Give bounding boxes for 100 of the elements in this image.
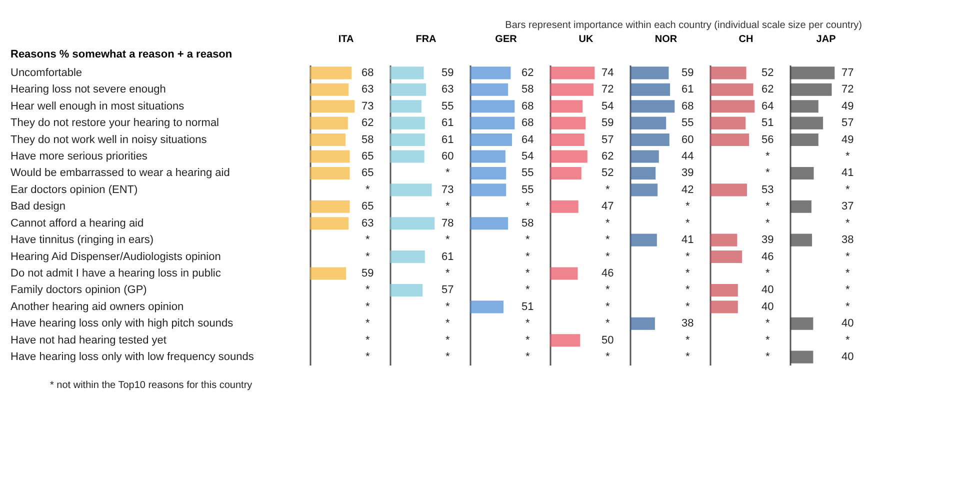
bar bbox=[630, 150, 659, 163]
bar bbox=[310, 100, 355, 113]
y-tick-label: Have hearing loss only with low frequency sounds bbox=[10, 351, 254, 364]
data-label: 54 bbox=[601, 100, 614, 112]
text: * bbox=[445, 167, 450, 180]
text: * bbox=[365, 318, 370, 330]
data-label: 72 bbox=[841, 84, 854, 96]
bar bbox=[630, 116, 666, 130]
bar bbox=[470, 217, 508, 230]
data-label: 61 bbox=[681, 84, 694, 96]
bar bbox=[470, 134, 512, 146]
text: * bbox=[765, 318, 770, 330]
data-label: 55 bbox=[521, 184, 534, 196]
bar bbox=[710, 100, 755, 113]
text: * bbox=[765, 267, 770, 280]
data-label: 62 bbox=[601, 150, 614, 163]
text: * bbox=[685, 300, 690, 313]
bar bbox=[470, 300, 504, 314]
bar bbox=[310, 134, 346, 146]
text: * bbox=[605, 318, 610, 330]
text: * bbox=[685, 200, 690, 213]
y-tick-label: Have not had hearing tested yet bbox=[10, 334, 166, 346]
data-label: 63 bbox=[441, 84, 454, 96]
text: * bbox=[765, 167, 770, 180]
bar bbox=[310, 200, 350, 213]
text: * bbox=[765, 150, 770, 163]
data-label: 53 bbox=[761, 184, 774, 196]
text: * bbox=[605, 184, 610, 196]
data-label: 38 bbox=[841, 234, 854, 246]
data-label: 63 bbox=[361, 84, 374, 96]
data-label: 64 bbox=[521, 134, 534, 146]
text: * bbox=[765, 334, 770, 346]
data-label: 58 bbox=[521, 84, 534, 96]
data-label: 61 bbox=[441, 134, 454, 146]
text: * bbox=[445, 334, 450, 346]
data-label: 46 bbox=[601, 267, 614, 280]
bar bbox=[630, 166, 656, 180]
data-label: 58 bbox=[521, 217, 534, 230]
text: * bbox=[525, 250, 530, 263]
y-tick-label: Family doctors opinion (GP) bbox=[10, 284, 147, 296]
y-tick-label: Would be embarrassed to wear a hearing aid bbox=[10, 167, 230, 180]
chart-title: FRA bbox=[416, 34, 436, 45]
chart-title: NOR bbox=[654, 34, 678, 45]
text: * not within the Top10 reasons for this country bbox=[50, 380, 252, 391]
data-label: 40 bbox=[841, 351, 854, 364]
data-label: 68 bbox=[681, 100, 694, 112]
bar bbox=[550, 267, 578, 280]
data-label: 73 bbox=[361, 100, 374, 112]
bar bbox=[470, 166, 506, 180]
data-label: 51 bbox=[761, 117, 774, 130]
data-label: 59 bbox=[601, 117, 614, 130]
bar bbox=[310, 150, 350, 163]
text: * bbox=[365, 184, 370, 196]
data-label: 57 bbox=[441, 284, 454, 296]
data-label: 65 bbox=[361, 200, 374, 213]
text: * bbox=[605, 284, 610, 296]
y-tick-label: Hear well enough in most situations bbox=[10, 100, 185, 112]
bar bbox=[550, 100, 583, 113]
text: * bbox=[765, 217, 770, 230]
bar bbox=[470, 150, 506, 163]
data-label: 72 bbox=[601, 84, 614, 96]
text: * bbox=[445, 200, 450, 213]
text: * bbox=[525, 267, 530, 280]
data-label: 62 bbox=[521, 66, 534, 79]
bar bbox=[790, 134, 818, 146]
text: * bbox=[445, 234, 450, 246]
bar bbox=[550, 116, 586, 130]
data-label: 38 bbox=[681, 318, 694, 330]
text: * bbox=[525, 234, 530, 246]
bar bbox=[390, 250, 425, 264]
y-tick-label: Have more serious priorities bbox=[10, 150, 148, 163]
bar bbox=[390, 217, 435, 230]
data-label: 46 bbox=[761, 250, 774, 263]
bar bbox=[470, 83, 508, 96]
data-label: 77 bbox=[841, 66, 854, 79]
text: * bbox=[525, 334, 530, 346]
bar bbox=[550, 134, 584, 146]
text: * bbox=[845, 217, 850, 230]
text: * bbox=[445, 351, 450, 364]
bar bbox=[390, 150, 424, 163]
data-label: 37 bbox=[841, 200, 854, 213]
data-label: 42 bbox=[681, 184, 694, 196]
text: * bbox=[845, 334, 850, 346]
bar bbox=[550, 334, 580, 347]
data-label: 61 bbox=[441, 117, 454, 130]
text: * bbox=[365, 234, 370, 246]
data-label: 50 bbox=[601, 334, 614, 346]
data-label: 58 bbox=[361, 134, 374, 146]
data-label: 52 bbox=[761, 66, 774, 79]
data-label: 59 bbox=[681, 66, 694, 79]
bar bbox=[310, 267, 346, 280]
bar bbox=[710, 116, 746, 130]
data-label: 39 bbox=[681, 167, 694, 180]
bar bbox=[390, 100, 422, 113]
text: * bbox=[445, 300, 450, 313]
text: * bbox=[765, 200, 770, 213]
bar bbox=[710, 83, 754, 96]
bar bbox=[550, 150, 588, 163]
y-tick-label: Another hearing aid owners opinion bbox=[10, 300, 184, 313]
data-label: 52 bbox=[601, 167, 614, 180]
